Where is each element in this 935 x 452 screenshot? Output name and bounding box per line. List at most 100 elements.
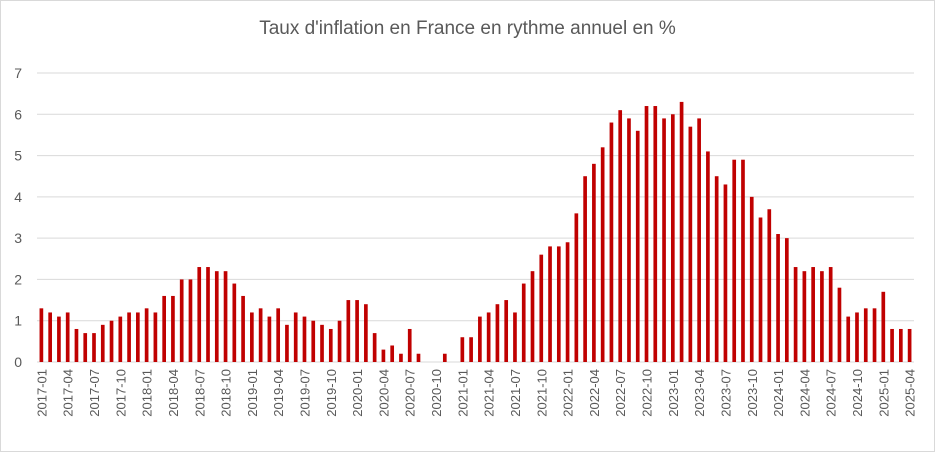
bar-2024-12: [872, 308, 877, 362]
y-tick-label: 5: [14, 148, 22, 164]
bar-2025-04: [907, 328, 912, 362]
bar-2018-08: [206, 267, 210, 362]
bar-2022-12: [662, 118, 666, 362]
bar-2024-09: [846, 316, 851, 362]
bar-2017-11: [127, 312, 131, 362]
bar-2019-12: [346, 300, 351, 362]
x-tick-label: 2019-04: [271, 369, 286, 417]
chart-title: Taux d'inflation en France en rythme ann…: [259, 18, 676, 39]
bar-2020-05: [390, 345, 395, 362]
bar-2017-03: [57, 316, 61, 362]
x-tick-label: 2022-01: [561, 369, 576, 417]
x-tick-label: 2022-10: [640, 369, 655, 417]
bar-2024-03: [793, 267, 798, 362]
bar-2018-05: [179, 279, 184, 362]
x-tick-label: 2024-01: [771, 369, 786, 417]
bar-2020-08: [416, 353, 421, 362]
bar-2021-09: [530, 271, 535, 362]
y-tick-label: 6: [14, 106, 22, 122]
bar-2017-09: [109, 320, 114, 362]
bar-2025-01: [881, 291, 886, 362]
bar-2017-02: [48, 312, 52, 362]
bar-2024-10: [855, 312, 859, 362]
bar-2019-02: [258, 308, 263, 362]
x-tick-label: 2021-04: [482, 369, 497, 417]
x-tick-label: 2019-01: [245, 369, 260, 417]
bar-2024-01: [776, 234, 780, 362]
bar-2021-11: [548, 246, 552, 362]
bar-2023-08: [732, 159, 737, 362]
bar-2017-06: [83, 333, 88, 362]
bar-2024-11: [863, 308, 868, 362]
x-tick-label: 2023-10: [745, 369, 760, 417]
bar-2017-05: [74, 328, 79, 362]
x-tick-label: 2017-04: [61, 369, 76, 417]
x-tick-label: 2017-10: [113, 369, 128, 417]
x-tick-label: 2024-04: [797, 369, 812, 417]
bar-2022-07: [618, 110, 623, 362]
bar-2024-02: [784, 238, 789, 362]
y-tick-label: 7: [14, 65, 22, 81]
x-tick-label: 2021-10: [534, 369, 549, 417]
bar-2022-10: [644, 106, 649, 362]
bar-2020-03: [372, 333, 377, 362]
bar-2018-01: [144, 308, 149, 362]
y-axis-ticks: 0 1 2 3 4 5 6 7: [14, 65, 22, 370]
bar-2023-11: [758, 217, 763, 362]
bar-2018-04: [171, 295, 175, 362]
bar-2021-06: [504, 300, 509, 362]
bar-2022-11: [653, 106, 658, 362]
bar-2017-08: [100, 324, 105, 362]
x-tick-label: 2020-04: [376, 369, 391, 417]
bar-2021-10: [539, 254, 544, 362]
y-tick-label: 4: [14, 189, 22, 205]
bar-2018-03: [162, 295, 166, 362]
x-tick-label: 2023-07: [718, 369, 733, 417]
x-tick-label: 2025-01: [876, 369, 891, 417]
bar-2023-04: [697, 118, 701, 362]
bar-2019-06: [293, 312, 298, 362]
bar-2023-12: [767, 209, 772, 362]
bar-2019-04: [276, 308, 281, 362]
bar-2022-01: [565, 242, 570, 362]
bar-2023-03: [688, 126, 693, 362]
bar-2024-08: [837, 287, 842, 362]
bar-2019-01: [250, 312, 254, 362]
bar-2018-12: [241, 295, 245, 362]
x-tick-label: 2017-07: [87, 369, 102, 417]
bar-2017-01: [39, 308, 44, 362]
bar-2020-11: [442, 353, 447, 362]
x-tick-label: 2018-04: [166, 369, 181, 417]
bar-2020-01: [355, 300, 359, 362]
bar-2018-09: [214, 271, 219, 362]
bar-2023-06: [714, 176, 719, 362]
x-tick-label: 2020-01: [350, 369, 365, 417]
x-tick-label: 2022-04: [587, 369, 602, 417]
bar-2019-10: [328, 328, 333, 362]
bar-2024-07: [828, 267, 833, 362]
bar-2018-02: [153, 312, 158, 362]
x-tick-label: 2024-07: [824, 369, 839, 417]
bar-2024-05: [811, 267, 815, 362]
bar-2024-06: [820, 271, 824, 362]
bar-2020-02: [364, 304, 368, 362]
bar-2019-05: [285, 324, 289, 362]
bar-2021-05: [495, 304, 500, 362]
bar-2020-04: [381, 349, 386, 362]
bar-2021-02: [469, 337, 473, 362]
x-tick-label: 2023-01: [666, 369, 681, 417]
bar-2019-09: [320, 324, 324, 362]
bar-2021-04: [486, 312, 491, 362]
bar-2025-02: [890, 328, 894, 362]
bar-2022-03: [583, 176, 587, 362]
x-tick-label: 2018-01: [140, 369, 155, 417]
bar-2021-12: [556, 246, 561, 362]
bar-2019-08: [311, 320, 316, 362]
x-tick-label: 2021-01: [455, 369, 470, 417]
bar-2023-07: [723, 184, 728, 362]
bar-2022-09: [635, 130, 640, 362]
gridlines: [37, 72, 914, 363]
bar-2021-07: [513, 312, 517, 362]
